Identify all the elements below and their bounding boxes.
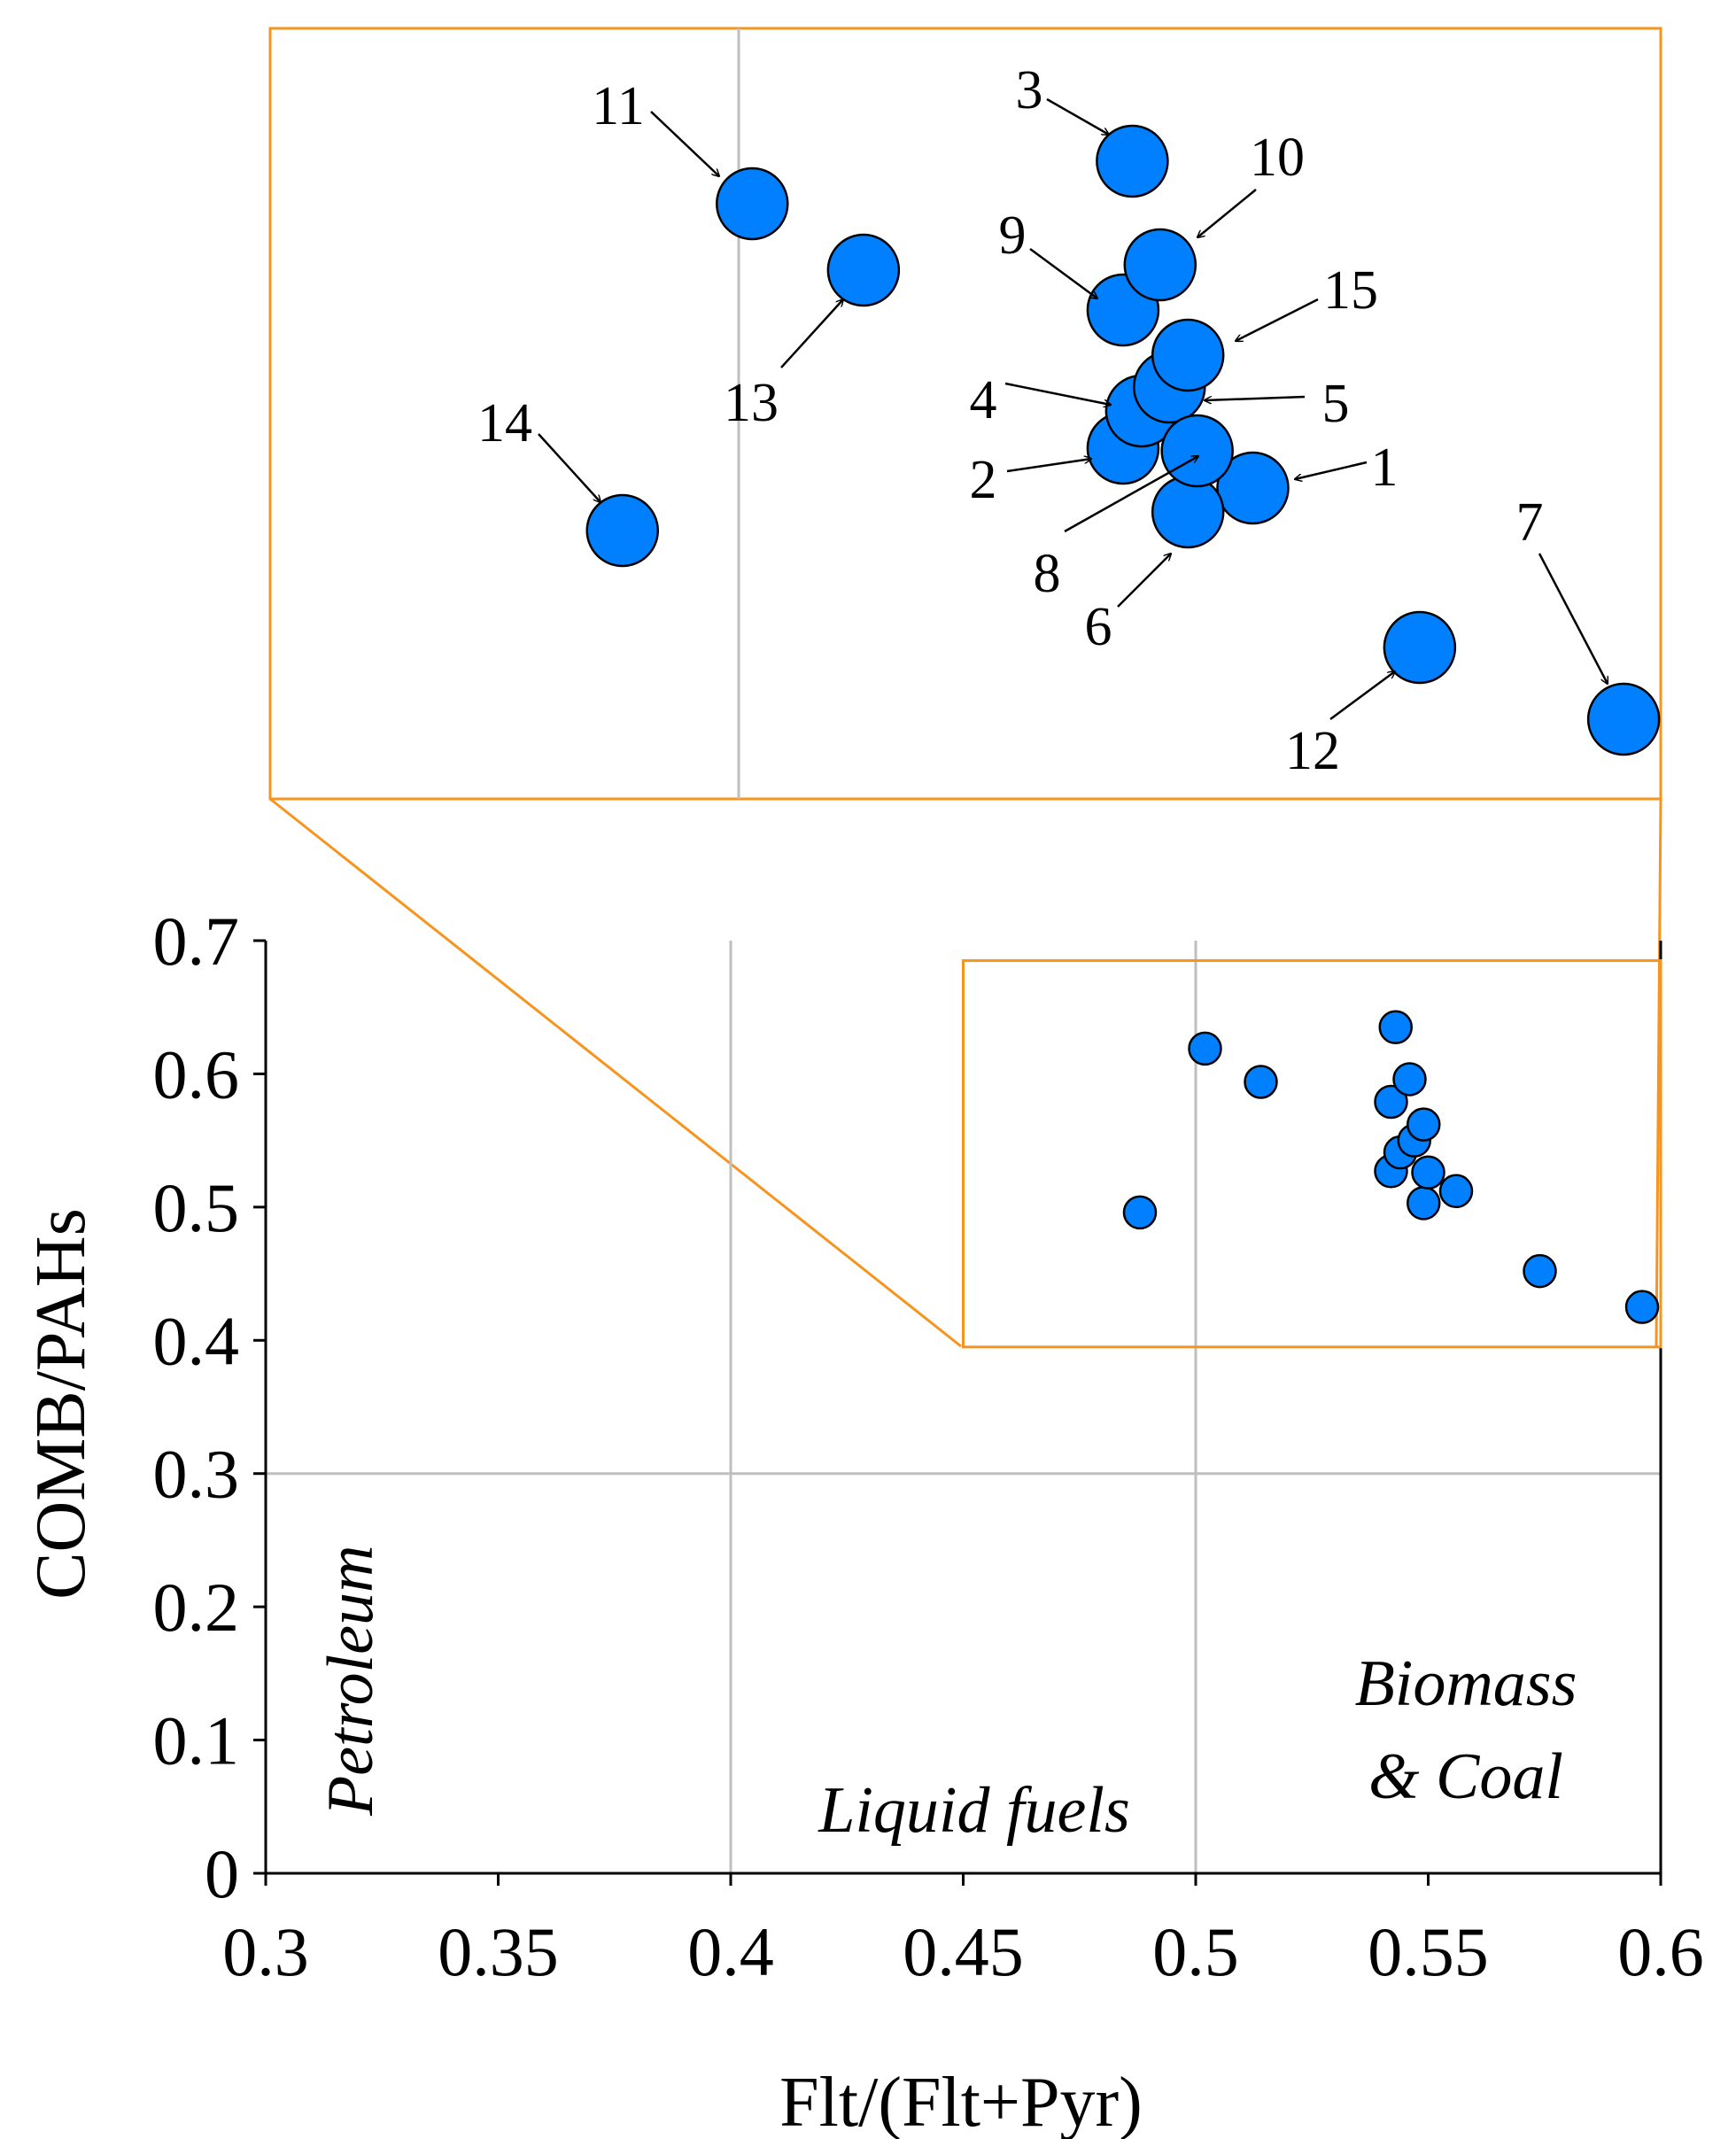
- inset-label-14: 14: [477, 393, 532, 453]
- inset-point-6: [1151, 475, 1225, 549]
- y-tick-label-5: 0.5: [153, 1169, 240, 1246]
- arrow-6: [1117, 554, 1171, 608]
- arrow-2: [1006, 459, 1091, 473]
- y-tick-label-6: 0.6: [153, 1035, 240, 1112]
- inset-label-10: 10: [1250, 128, 1305, 188]
- inset-point-3: [1096, 124, 1169, 198]
- arrow-5: [1205, 395, 1306, 400]
- inset-label-8: 8: [1034, 544, 1061, 604]
- inset-frame: [268, 27, 1662, 801]
- y-tick-label-4: 0.4: [153, 1302, 240, 1379]
- inset-label-13: 13: [724, 373, 779, 433]
- arrow-13: [780, 299, 843, 368]
- arrow-11: [650, 111, 719, 176]
- inset-point-13: [826, 233, 901, 307]
- inset-label-4: 4: [970, 370, 997, 430]
- arrow-7: [1538, 553, 1608, 684]
- inset-label-1: 1: [1371, 438, 1399, 498]
- x-tick-label-6: 0.6: [1617, 1913, 1704, 1990]
- region-label-biomass: Biomass: [1355, 1647, 1577, 1720]
- point-15: [1407, 1107, 1441, 1142]
- inset-labels: 1 2 3 4 5 6 7 8 9 10 11 12 13 14 15: [477, 60, 1544, 781]
- inset-label-15: 15: [1323, 260, 1378, 321]
- points-layer: [1122, 1010, 1660, 1324]
- ticks-layer: 0.3 0.35 0.4 0.45 0.5 0.55 0.6 0 0.1 0.2 0.3 0.4 0.5…: [153, 903, 1704, 1990]
- arrow-12: [1329, 671, 1395, 721]
- zoom-window: [962, 959, 1662, 1349]
- y-tick-label-3: 0.3: [153, 1436, 240, 1513]
- inset-point-8: [1160, 414, 1234, 488]
- inset-label-7: 7: [1516, 492, 1544, 553]
- y-tick-label-2: 0.2: [153, 1569, 240, 1646]
- arrow-8: [1064, 456, 1198, 533]
- point-6: [1407, 1186, 1441, 1221]
- y-tick-label-0: 0: [205, 1835, 239, 1912]
- arrow-10: [1197, 189, 1257, 237]
- zoom-connector-left: [269, 797, 962, 1348]
- arrow-3: [1046, 97, 1109, 135]
- arrow-4: [1004, 382, 1111, 405]
- inset-label-12: 12: [1285, 721, 1340, 781]
- x-tick-label-2: 0.4: [687, 1913, 774, 1990]
- arrow-1: [1295, 461, 1368, 479]
- inset-point-11: [716, 167, 789, 241]
- inset-point-15: [1151, 318, 1225, 392]
- point-8: [1411, 1155, 1445, 1190]
- region-label-liquid-fuels: Liquid fuels: [818, 1774, 1130, 1847]
- x-tick-label-0: 0.3: [222, 1913, 309, 1990]
- arrow-9: [1029, 247, 1097, 298]
- point-1: [1438, 1174, 1474, 1209]
- inset-label-6: 6: [1085, 597, 1112, 657]
- arrow-15: [1236, 298, 1319, 341]
- zoom-connector-right: [1655, 798, 1662, 1347]
- region-label-coal: & Coal: [1368, 1740, 1563, 1813]
- point-3: [1378, 1010, 1413, 1045]
- inset-label-5: 5: [1322, 374, 1350, 434]
- point-12: [1523, 1253, 1557, 1289]
- inset-label-9: 9: [999, 205, 1027, 266]
- x-tick-label-4: 0.5: [1152, 1913, 1239, 1990]
- y-tick-label-7: 0.7: [153, 903, 240, 980]
- inset-point-7: [1586, 682, 1661, 756]
- point-9: [1374, 1084, 1408, 1120]
- point-14: [1122, 1195, 1158, 1230]
- point-13: [1244, 1065, 1278, 1099]
- inset-point-1: [1216, 451, 1290, 525]
- inset-label-11: 11: [592, 76, 645, 136]
- y-tick-label-1: 0.1: [153, 1702, 240, 1779]
- x-axis-title: Flt/(Flt+Pyr): [779, 2064, 1143, 2139]
- x-tick-label-1: 0.35: [438, 1913, 559, 1990]
- y-axis-title: COMB/PAHs: [22, 1208, 100, 1600]
- point-7: [1624, 1290, 1660, 1324]
- grid-layer: [266, 941, 1661, 1873]
- inset-points-layer: [585, 124, 1661, 756]
- region-label-petroleum: Petroleum: [314, 1545, 387, 1817]
- inset-arrows: [538, 97, 1608, 721]
- inset-point-14: [585, 493, 659, 568]
- point-11: [1188, 1031, 1222, 1066]
- x-tick-label-3: 0.45: [903, 1913, 1024, 1990]
- x-tick-label-5: 0.55: [1368, 1913, 1489, 1990]
- point-10: [1392, 1062, 1427, 1097]
- inset-label-2: 2: [970, 450, 997, 510]
- inset-point-12: [1383, 610, 1457, 685]
- inset-label-3: 3: [1016, 60, 1043, 120]
- inset-point-10: [1123, 228, 1197, 302]
- arrow-14: [538, 433, 601, 502]
